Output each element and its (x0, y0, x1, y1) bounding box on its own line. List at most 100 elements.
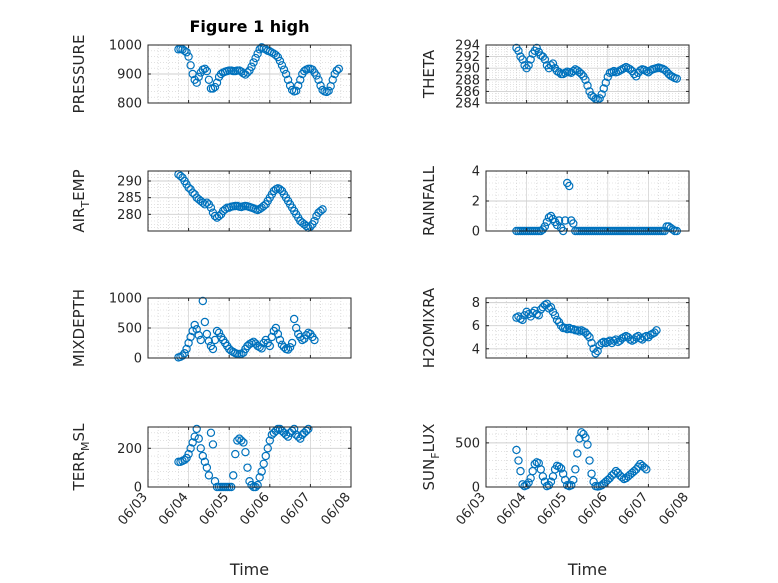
y-tick-label: 4 (472, 165, 480, 180)
data-point (595, 94, 604, 103)
y-tick-label: 0 (134, 352, 142, 367)
data-point (548, 59, 558, 68)
data-point (558, 69, 568, 79)
data-point (249, 58, 258, 67)
data-point (334, 64, 344, 73)
data-point (571, 465, 580, 474)
axes-box (485, 297, 690, 359)
data-point (275, 335, 285, 345)
data-point (524, 309, 533, 319)
data-point (298, 335, 307, 345)
data-point (318, 205, 327, 214)
x-tick-label: 06/05 (535, 490, 571, 528)
x-tick-label: 06/08 (656, 490, 692, 528)
data-point (188, 438, 197, 447)
data-point (192, 424, 201, 434)
subplot-8: 06/03 06/04 06/05 06/06 06/07 06/08 0 500 SUNFLU… (420, 424, 692, 579)
x-tick-label: 06/03 (115, 490, 151, 528)
data-point (316, 206, 325, 216)
data-point (285, 81, 295, 90)
y-tick-label: 290 (455, 62, 480, 77)
data-point (302, 331, 311, 340)
data-point (546, 303, 556, 312)
data-point (277, 61, 287, 70)
x-tick-label: 06/04 (156, 490, 192, 528)
data-point (642, 66, 651, 76)
axes-box (147, 170, 352, 232)
data-point (208, 84, 218, 93)
data-point (634, 462, 643, 471)
y-tick-label: 286 (455, 85, 480, 100)
data-point (247, 480, 256, 490)
subplot-4: 0 2 4 RAINFALL (420, 165, 690, 240)
subplot-5: 0 500 1000 MIXDEPTH (70, 289, 352, 367)
data-point (587, 469, 596, 478)
y-tick-label: 294 (455, 39, 480, 54)
data-point (591, 349, 600, 358)
data-point (231, 449, 240, 459)
y-tick-label: 1000 (109, 39, 142, 54)
data-point (585, 87, 594, 96)
data-point (198, 451, 208, 461)
data-point (310, 335, 319, 345)
x-tick-label: 06/06 (575, 490, 611, 528)
data-point (182, 344, 191, 354)
data-point (190, 320, 199, 330)
data-point (538, 472, 548, 481)
data-point (318, 85, 327, 95)
data-point (200, 457, 210, 467)
data-point (512, 445, 521, 455)
data-point (514, 46, 523, 56)
data-point (198, 198, 208, 207)
data-point (212, 326, 222, 336)
data-point (640, 463, 649, 472)
data-point (206, 428, 216, 438)
data-point (642, 465, 651, 474)
figure-title: Figure 1 high (190, 17, 310, 36)
data-point (233, 436, 242, 445)
data-point (560, 68, 570, 78)
data-point (247, 62, 256, 71)
data-point (184, 183, 193, 192)
data-point (261, 451, 270, 461)
data-point (524, 61, 533, 70)
data-point (540, 55, 550, 64)
data-point (279, 65, 289, 74)
data-point (581, 75, 590, 85)
data-point (237, 436, 246, 445)
y-tick-label: 800 (117, 97, 142, 112)
data-point (615, 66, 625, 75)
y-tick-label: 290 (117, 175, 142, 190)
data-point (554, 462, 564, 471)
data-point (180, 455, 189, 465)
data-point (257, 344, 266, 353)
data-point (296, 75, 305, 85)
data-point (294, 432, 303, 441)
data-point (583, 440, 592, 449)
data-point (668, 225, 677, 234)
data-point (279, 343, 289, 352)
data-point (589, 344, 598, 353)
data-point (312, 71, 321, 80)
data-point (184, 449, 193, 459)
axes-box (147, 426, 352, 488)
data-point (186, 444, 195, 453)
data-point (281, 430, 291, 439)
y-tick-label: 8 (472, 296, 480, 311)
data-point (214, 328, 224, 337)
data-point (332, 66, 341, 75)
data-point (577, 428, 586, 437)
data-point (554, 216, 564, 225)
data-point (275, 56, 285, 66)
data-point (597, 90, 606, 99)
data-point (192, 78, 201, 87)
y-axis-label: PRESSURE (70, 35, 88, 114)
axes-box (485, 44, 690, 104)
data-point (672, 74, 682, 83)
data-point (516, 466, 525, 476)
subplot-1: 800 900 1000 PRESSURE Figure 1 high (70, 17, 352, 114)
data-point (188, 326, 197, 336)
data-point (289, 314, 299, 324)
data-point (530, 459, 539, 469)
data-point (283, 345, 293, 354)
